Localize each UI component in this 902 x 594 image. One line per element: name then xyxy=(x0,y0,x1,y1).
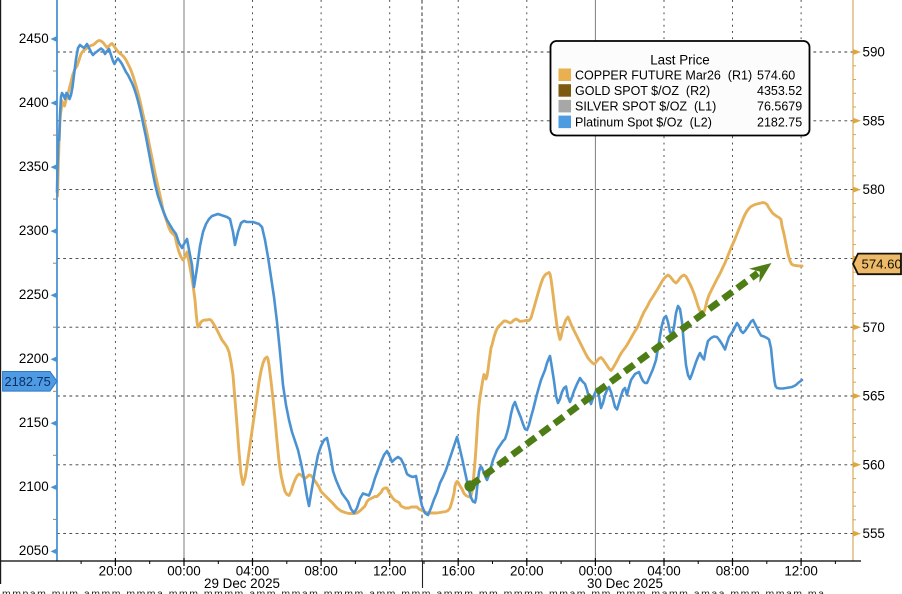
svg-text:2150: 2150 xyxy=(19,415,49,430)
svg-text:2400: 2400 xyxy=(19,95,49,110)
svg-text:Platinum Spot $/Oz (L2): Platinum Spot $/Oz (L2) xyxy=(575,115,712,129)
svg-text:04:00: 04:00 xyxy=(647,564,681,579)
svg-text:2100: 2100 xyxy=(19,479,49,494)
svg-text:555: 555 xyxy=(863,526,885,541)
svg-text:574.60: 574.60 xyxy=(862,257,902,272)
svg-text:2182.75: 2182.75 xyxy=(5,374,51,389)
svg-text:2050: 2050 xyxy=(19,543,49,558)
svg-text:580: 580 xyxy=(863,182,885,197)
svg-text:574.60: 574.60 xyxy=(757,68,795,82)
svg-text:2182.75: 2182.75 xyxy=(757,115,802,129)
svg-text:12:00: 12:00 xyxy=(373,564,407,579)
svg-text:00:00: 00:00 xyxy=(167,564,201,579)
svg-text:2200: 2200 xyxy=(19,351,49,366)
svg-text:560: 560 xyxy=(863,457,885,472)
svg-text:16:00: 16:00 xyxy=(441,564,475,579)
svg-text:12:00: 12:00 xyxy=(784,564,818,579)
svg-text:590: 590 xyxy=(863,45,885,60)
svg-text:565: 565 xyxy=(863,389,885,404)
svg-text:2300: 2300 xyxy=(19,223,49,238)
svg-text:4353.52: 4353.52 xyxy=(757,84,802,98)
svg-text:76.5679: 76.5679 xyxy=(757,100,802,114)
svg-text:2250: 2250 xyxy=(19,287,49,302)
svg-text:Last Price: Last Price xyxy=(650,53,710,68)
svg-text:mmpam mum ammm mmma mmm mm: mmpam mum ammm mmma mmm mmmm amm mmam mm… xyxy=(2,588,824,594)
svg-text:COPPER FUTURE Mar26 (R1): COPPER FUTURE Mar26 (R1) xyxy=(575,68,752,82)
svg-text:2350: 2350 xyxy=(19,159,49,174)
svg-text:00:00: 00:00 xyxy=(579,564,613,579)
svg-text:08:00: 08:00 xyxy=(304,564,338,579)
svg-text:570: 570 xyxy=(863,320,885,335)
svg-text:29 Dec 2025: 29 Dec 2025 xyxy=(204,576,280,591)
svg-text:20:00: 20:00 xyxy=(510,564,544,579)
svg-text:30 Dec 2025: 30 Dec 2025 xyxy=(587,576,663,591)
svg-text:04:00: 04:00 xyxy=(236,564,270,579)
svg-text:SILVER SPOT $/OZ (L1): SILVER SPOT $/OZ (L1) xyxy=(575,100,716,114)
svg-text:2450: 2450 xyxy=(19,31,49,46)
svg-text:20:00: 20:00 xyxy=(99,564,133,579)
svg-text:GOLD SPOT $/OZ (R2): GOLD SPOT $/OZ (R2) xyxy=(575,84,710,98)
svg-text:585: 585 xyxy=(863,113,885,128)
svg-text:08:00: 08:00 xyxy=(716,564,750,579)
